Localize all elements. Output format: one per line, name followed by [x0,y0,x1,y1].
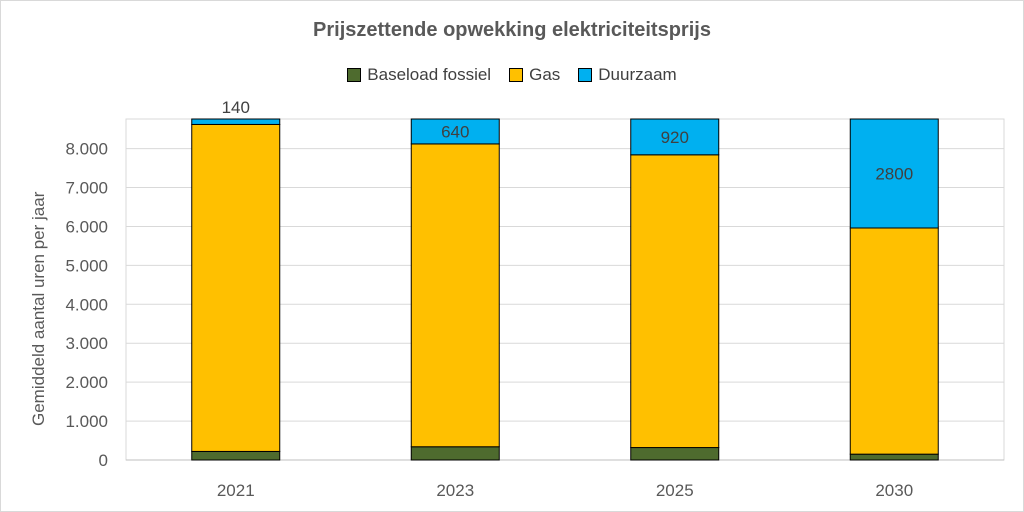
data-label: 920 [661,128,689,147]
bar-duurzaam [630,118,720,156]
bar-baseload-fossiel [630,447,720,461]
bar-duurzaam [410,118,500,145]
bar-gas [191,123,281,452]
x-tick-label: 2021 [217,481,255,500]
legend-label-baseload: Baseload fossiel [367,65,492,84]
bar-baseload-fossiel [191,450,281,461]
legend-item-duurzaam: Duurzaam [578,65,677,85]
legend-item-gas: Gas [509,65,560,85]
legend: Baseload fossiel Gas Duurzaam [1,65,1023,85]
x-tick-label: 2023 [436,481,474,500]
y-tick-label: 0 [99,451,108,470]
y-tick-label: 8.000 [65,140,108,159]
chart-title: Prijszettende opwekking elektriciteitspr… [313,19,711,41]
y-tick-label: 7.000 [65,179,108,198]
legend-label-duurzaam: Duurzaam [598,65,677,84]
x-tick-label: 2030 [875,481,913,500]
bar-duurzaam [849,118,939,229]
legend-item-baseload: Baseload fossiel [347,65,491,85]
bar-gas [849,227,939,455]
x-tick-label: 2025 [656,481,694,500]
legend-swatch-gas [509,68,524,82]
y-tick-label: 1.000 [65,412,108,431]
bar-baseload-fossiel [849,453,939,461]
legend-swatch-baseload [347,68,362,82]
y-tick-label: 6.000 [65,217,108,236]
bar-gas [630,154,720,449]
data-label: 140 [222,98,250,117]
y-tick-label: 5.000 [65,256,108,275]
y-tick-label: 4.000 [65,295,108,314]
y-tick-label: 2.000 [65,373,108,392]
legend-label-gas: Gas [529,65,561,84]
data-label: 2800 [875,164,913,183]
y-tick-label: 3.000 [65,334,108,353]
legend-swatch-duurzaam [578,68,593,82]
bar-baseload-fossiel [410,446,500,461]
bar-gas [410,143,500,448]
bar-duurzaam [191,118,281,125]
data-label: 640 [441,122,469,141]
